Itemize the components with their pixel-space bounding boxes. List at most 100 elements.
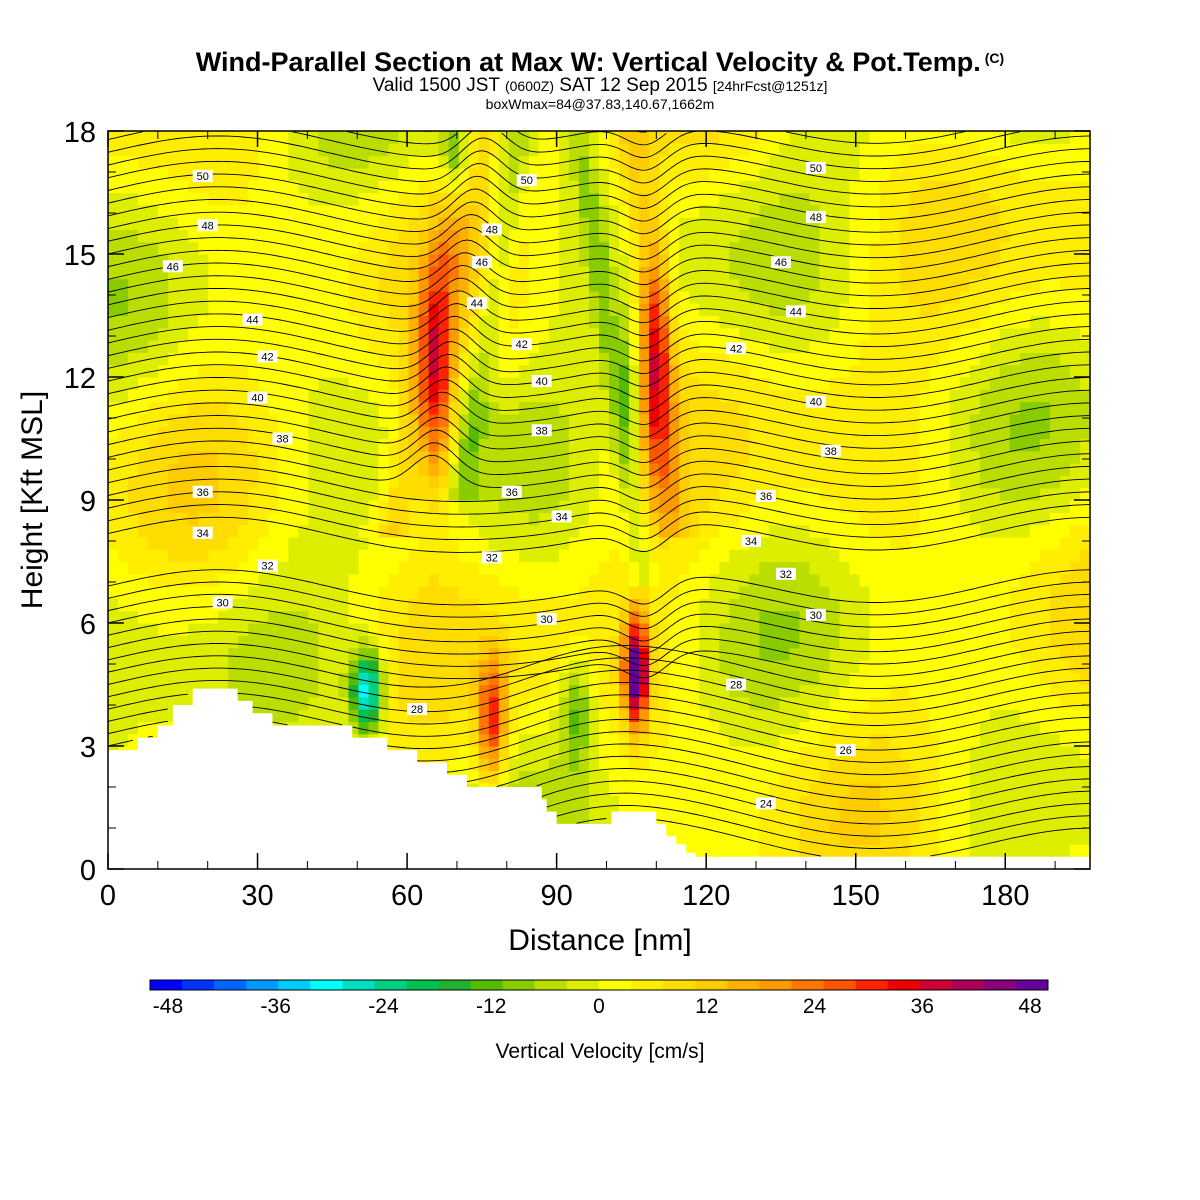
- w-cell: [679, 598, 690, 612]
- w-cell: [308, 573, 320, 587]
- w-cell: [739, 389, 750, 403]
- w-cell: [819, 352, 831, 366]
- w-cell: [849, 167, 861, 181]
- w-cell: [328, 684, 340, 698]
- w-cell: [809, 450, 821, 464]
- w-cell: [649, 782, 660, 796]
- w-cell: [809, 143, 821, 157]
- w-cell: [719, 426, 730, 440]
- w-cell: [218, 536, 229, 550]
- w-cell: [819, 340, 831, 353]
- w-cell: [629, 746, 640, 759]
- w-cell: [679, 586, 690, 599]
- w-cell: [188, 352, 199, 366]
- w-cell: [909, 204, 921, 218]
- w-cell: [869, 364, 881, 378]
- w-cell: [428, 450, 440, 464]
- w-cell: [649, 401, 660, 415]
- w-cell: [428, 143, 440, 157]
- w-cell: [649, 143, 660, 157]
- w-cell: [218, 389, 229, 403]
- w-cell: [138, 475, 149, 489]
- w-cell: [478, 684, 490, 698]
- w-cell: [138, 167, 149, 181]
- w-cell: [508, 758, 520, 772]
- w-cell: [719, 463, 730, 476]
- w-cell: [578, 672, 590, 686]
- w-cell: [508, 426, 520, 440]
- w-cell: [278, 143, 289, 157]
- w-cell: [869, 684, 881, 698]
- w-cell: [879, 131, 891, 144]
- w-cell: [448, 475, 460, 489]
- w-cell: [518, 438, 530, 452]
- w-cell: [288, 647, 299, 661]
- w-cell: [859, 696, 871, 710]
- w-cell: [879, 635, 891, 649]
- w-cell: [779, 647, 790, 661]
- w-cell: [879, 254, 891, 267]
- w-cell: [278, 500, 289, 513]
- w-cell: [528, 413, 540, 427]
- w-cell: [118, 598, 129, 612]
- w-cell: [799, 229, 811, 243]
- w-cell: [548, 192, 560, 206]
- w-cell: [749, 610, 760, 624]
- w-cell: [739, 290, 750, 304]
- w-cell: [328, 180, 340, 194]
- w-cell: [709, 586, 720, 599]
- w-cell: [168, 401, 179, 415]
- w-cell: [899, 131, 911, 144]
- w-cell: [578, 500, 590, 513]
- w-cell: [168, 266, 179, 280]
- w-cell: [558, 549, 570, 563]
- w-cell: [909, 635, 921, 649]
- w-cell: [468, 278, 480, 292]
- w-cell: [689, 561, 700, 575]
- w-cell: [709, 303, 720, 317]
- w-cell: [789, 131, 801, 144]
- w-cell: [338, 623, 350, 636]
- w-cell: [809, 832, 821, 845]
- w-cell: [358, 377, 370, 390]
- w-cell: [719, 844, 730, 858]
- w-cell: [458, 377, 470, 390]
- w-cell: [228, 438, 239, 452]
- w-cell: [588, 770, 600, 784]
- w-cell: [689, 438, 700, 452]
- w-cell: [358, 635, 370, 649]
- w-cell: [438, 303, 450, 317]
- w-cell: [739, 475, 750, 489]
- w-cell: [268, 377, 279, 390]
- w-cell: [168, 586, 179, 599]
- w-cell: [208, 389, 219, 403]
- w-cell: [588, 204, 600, 218]
- w-cell: [528, 131, 540, 144]
- w-cell: [278, 573, 289, 587]
- w-cell: [398, 709, 410, 722]
- w-cell: [488, 487, 500, 501]
- w-cell: [348, 290, 360, 304]
- w-cell: [268, 204, 279, 218]
- w-cell: [318, 377, 330, 390]
- w-cell: [138, 266, 149, 280]
- w-cell: [649, 413, 660, 427]
- w-cell: [108, 709, 119, 722]
- w-cell: [578, 204, 590, 218]
- w-cell: [609, 463, 620, 476]
- w-cell: [208, 561, 219, 575]
- w-cell: [218, 254, 229, 267]
- w-cell: [739, 635, 750, 649]
- w-cell: [548, 204, 560, 218]
- w-cell: [288, 512, 299, 526]
- w-cell: [689, 573, 700, 587]
- w-cell: [488, 241, 500, 255]
- w-cell: [869, 217, 881, 230]
- w-cell: [709, 549, 720, 563]
- w-cell: [338, 512, 350, 526]
- w-cell: [849, 844, 861, 858]
- w-cell: [629, 647, 640, 661]
- w-cell: [699, 549, 710, 563]
- w-cell: [639, 512, 650, 526]
- w-cell: [839, 352, 851, 366]
